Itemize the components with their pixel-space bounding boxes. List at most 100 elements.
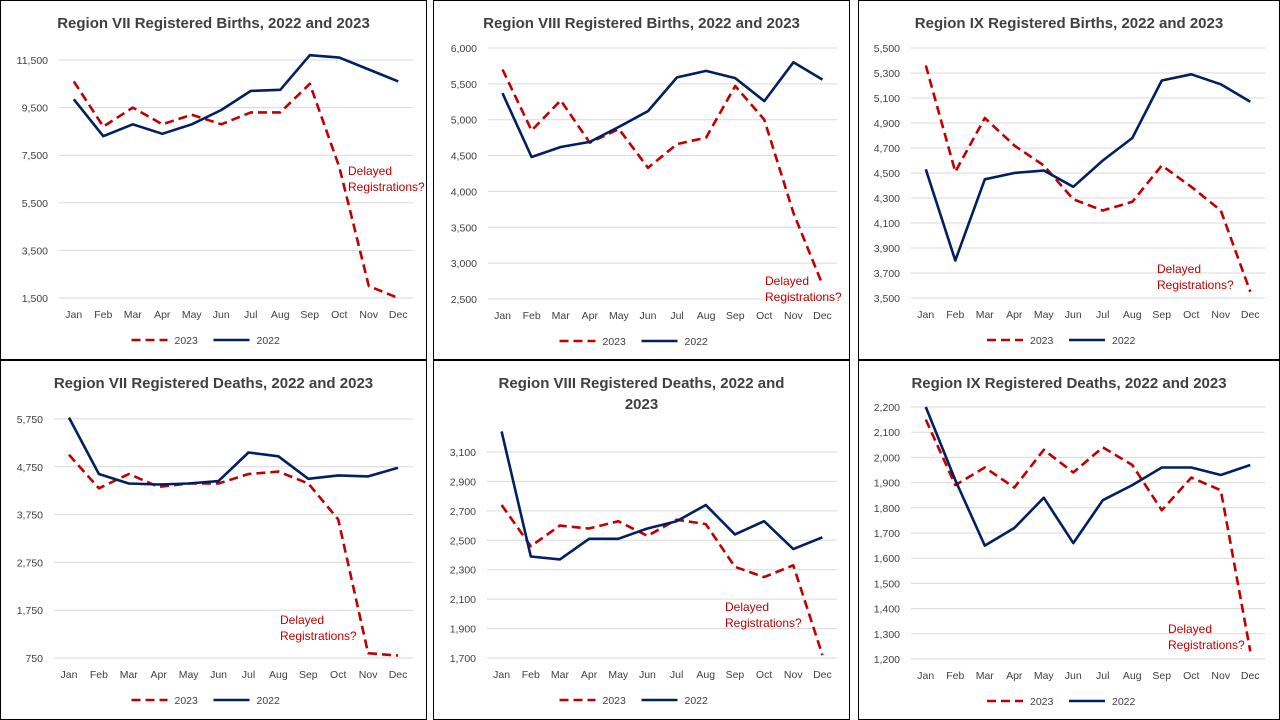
series-line-2022	[72, 53, 399, 138]
series-line-2023	[924, 419, 1252, 652]
legend-label-2023: 2023	[603, 336, 627, 348]
y-tick-label: 5,500	[22, 198, 48, 210]
x-tick-label: Nov	[784, 669, 803, 681]
series-line-2022	[67, 416, 399, 486]
series-line-2022	[501, 60, 824, 159]
y-tick-label: 5,500	[874, 43, 900, 55]
annotation-text: Registrations?	[280, 629, 357, 643]
x-tick-label: Feb	[946, 309, 964, 321]
y-tick-label: 4,000	[451, 186, 477, 198]
y-tick-label: 2,900	[450, 476, 476, 488]
chart-svg: Region VII Registered Births, 2022 and 2…	[17, 15, 425, 347]
y-tick-label: 1,200	[874, 654, 900, 666]
x-tick-label: Feb	[522, 669, 540, 681]
x-tick-label: May	[608, 669, 629, 681]
y-tick-label: 3,500	[22, 245, 48, 257]
legend-label-2023: 2023	[1030, 696, 1054, 708]
x-tick-label: Oct	[756, 310, 772, 322]
y-tick-label: 4,900	[874, 118, 900, 130]
x-tick-label: Aug	[1123, 670, 1142, 682]
series-line-2022	[924, 73, 1251, 262]
y-tick-label: 4,500	[451, 151, 477, 163]
annotation-text: Delayed	[725, 600, 769, 614]
chart-title: Region IX Registered Births, 2022 and 20…	[915, 15, 1223, 32]
x-tick-label: Apr	[1006, 670, 1023, 682]
x-tick-label: Nov	[1211, 309, 1230, 321]
x-tick-label: May	[179, 669, 200, 681]
annotation-text: Delayed	[1168, 622, 1212, 636]
series-line-2022	[924, 406, 1251, 547]
y-tick-label: 1,900	[874, 478, 900, 490]
legend-label-2023: 2023	[1030, 335, 1054, 347]
y-tick-label: 1,400	[874, 604, 900, 616]
annotation-text: Delayed	[1157, 262, 1201, 276]
legend: 2023 2022	[987, 696, 1136, 708]
x-tick-label: Sep	[726, 669, 745, 681]
y-tick-label: 1,750	[17, 605, 43, 617]
y-tick-label: 5,300	[874, 68, 900, 80]
y-tick-label: 1,500	[874, 578, 900, 590]
y-tick-label: 3,900	[874, 243, 900, 255]
x-tick-label: Mar	[976, 309, 995, 321]
chart-panel-region-viii-births: Region VIII Registered Births, 2022 and …	[433, 0, 850, 360]
x-tick-label: Jan	[494, 310, 511, 322]
chart-title: Region VIII Registered Births, 2022 and …	[483, 15, 800, 32]
x-tick-label: Aug	[697, 310, 716, 322]
x-tick-label: Nov	[784, 310, 803, 322]
annotation-text: Registrations?	[1157, 278, 1234, 292]
chart-title: Region VII Registered Births, 2022 and 2…	[57, 15, 370, 32]
chart-title: Region VII Registered Deaths, 2022 and 2…	[54, 375, 373, 392]
x-tick-label: Jun	[210, 669, 227, 681]
y-tick-label: 5,100	[874, 93, 900, 105]
y-tick-label: 1,700	[450, 653, 476, 665]
x-tick-label: Jun	[1065, 670, 1082, 682]
chart-panel-region-viii-deaths: Region VIII Registered Deaths, 2022 and 2…	[433, 360, 850, 720]
annotation-text: Registrations?	[348, 180, 425, 194]
x-tick-label: Jul	[244, 309, 257, 321]
x-tick-label: Aug	[1123, 309, 1142, 321]
chart-title: 2023	[625, 396, 658, 413]
y-tick-label: 4,500	[874, 168, 900, 180]
annotation-text: Delayed	[348, 164, 392, 178]
y-tick-label: 1,900	[450, 624, 476, 636]
y-tick-label: 4,300	[874, 193, 900, 205]
y-tick-label: 1,700	[874, 528, 900, 540]
x-tick-label: Jul	[242, 669, 255, 681]
x-tick-label: Dec	[389, 669, 408, 681]
x-tick-label: Sep	[299, 669, 318, 681]
x-tick-label: Jan	[493, 669, 510, 681]
x-tick-label: Dec	[813, 669, 832, 681]
legend: 2023 2022	[131, 335, 280, 347]
x-tick-label: Mar	[976, 670, 995, 682]
legend: 2023 2022	[131, 695, 280, 707]
annotation-text: Registrations?	[1168, 638, 1245, 652]
y-tick-label: 2,100	[450, 594, 476, 606]
y-tick-label: 5,750	[17, 414, 43, 426]
legend: 2023 2022	[987, 335, 1136, 347]
x-tick-label: May	[182, 309, 203, 321]
x-tick-label: Oct	[330, 669, 346, 681]
x-tick-label: Oct	[1183, 670, 1199, 682]
annotation-text: Registrations?	[725, 616, 802, 630]
x-tick-label: Nov	[1211, 670, 1230, 682]
x-tick-label: Oct	[1183, 309, 1199, 321]
y-tick-label: 3,000	[451, 258, 477, 270]
legend-label-2022: 2022	[1112, 335, 1136, 347]
x-tick-label: Feb	[94, 309, 112, 321]
x-tick-label: Jan	[65, 309, 82, 321]
x-tick-label: Aug	[269, 669, 288, 681]
x-tick-label: Mar	[124, 309, 143, 321]
x-tick-label: Apr	[581, 669, 598, 681]
x-tick-label: Aug	[271, 309, 290, 321]
y-tick-label: 5,000	[451, 115, 477, 127]
y-tick-label: 1,300	[874, 629, 900, 641]
legend-label-2022: 2022	[685, 336, 709, 348]
legend-label-2022: 2022	[685, 695, 709, 707]
y-tick-label: 2,500	[450, 535, 476, 547]
series-line-2023	[501, 68, 824, 286]
x-tick-label: Oct	[331, 309, 347, 321]
x-tick-label: Aug	[696, 669, 715, 681]
x-tick-label: Sep	[726, 310, 745, 322]
x-tick-label: Jul	[1096, 309, 1109, 321]
y-tick-label: 5,500	[451, 79, 477, 91]
